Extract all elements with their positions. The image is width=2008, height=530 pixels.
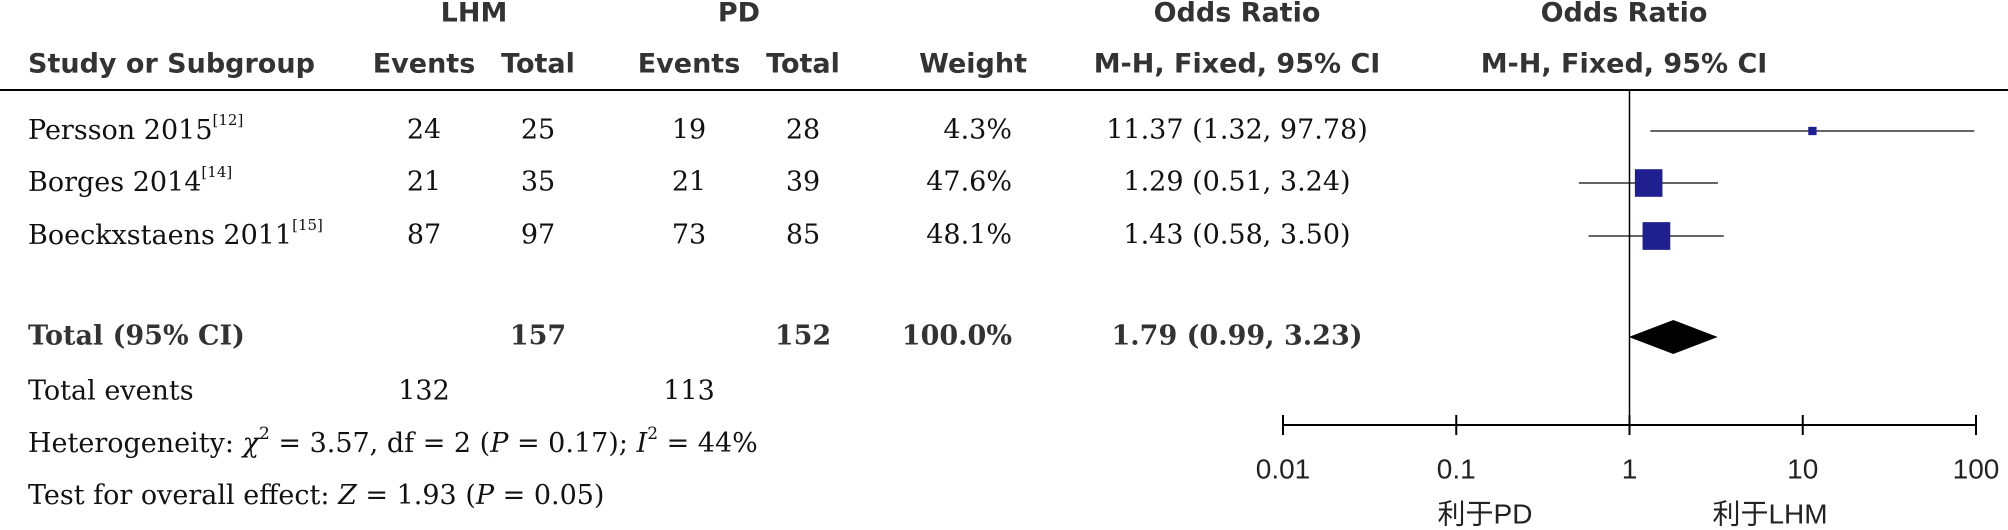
- group-b-header: PD: [718, 0, 760, 29]
- text: = 3.57, df = 2 (: [270, 428, 490, 459]
- text: Z: [337, 480, 358, 511]
- b-total: 28: [786, 115, 820, 146]
- a-total: 25: [521, 115, 555, 146]
- text: = 0.17);: [508, 428, 636, 459]
- study-name: Borges 2014[14]: [28, 163, 232, 197]
- b-events: 113: [663, 376, 715, 407]
- text: P: [475, 480, 495, 511]
- b-total: 39: [786, 167, 820, 198]
- b-events: 73: [672, 220, 706, 251]
- favours-right: 利于LHM: [1712, 498, 1827, 529]
- reference: [14]: [201, 163, 232, 181]
- text: Persson 2015: [28, 115, 213, 146]
- events-header: Events: [638, 49, 741, 80]
- reference: [12]: [213, 111, 244, 129]
- odds-ratio: 1.79 (0.99, 3.23): [1111, 321, 1362, 352]
- study-name: Boeckxstaens 2011[15]: [28, 216, 323, 250]
- x-tick-label: 0.01: [1256, 453, 1311, 484]
- effect-header: Odds Ratio: [1154, 0, 1321, 29]
- text: χ: [241, 428, 261, 459]
- a-total: 157: [510, 321, 566, 352]
- study-square: [1634, 169, 1663, 197]
- study-square: [1642, 222, 1671, 250]
- a-events: 87: [407, 220, 441, 251]
- weight: 100.0%: [902, 321, 1012, 352]
- text: = 44%: [658, 428, 758, 459]
- x-tick-label: 100: [1953, 453, 2000, 484]
- total-diamond: [1628, 320, 1718, 354]
- b-total: 152: [775, 321, 831, 352]
- study-name: Persson 2015[12]: [28, 111, 243, 145]
- text: = 1.93 (: [357, 480, 476, 511]
- study-square: [1808, 126, 1817, 136]
- text: 2: [647, 424, 658, 444]
- odds-ratio: 1.29 (0.51, 3.24): [1123, 167, 1350, 198]
- heterogeneity: Heterogeneity: χ2 = 3.57, df = 2 (P = 0.…: [28, 424, 758, 459]
- text: Boeckxstaens 2011: [28, 220, 292, 251]
- b-events: 19: [672, 115, 706, 146]
- weight-header: Weight: [919, 49, 1027, 80]
- weight: 4.3%: [943, 115, 1012, 146]
- text: Borges 2014: [28, 167, 201, 198]
- events-name: Total events: [28, 376, 194, 407]
- weight: 47.6%: [926, 167, 1012, 198]
- group-a-header: LHM: [441, 0, 508, 29]
- overall-effect: Test for overall effect: Z = 1.93 (P = 0…: [28, 480, 604, 511]
- a-events: 24: [407, 115, 441, 146]
- odds-ratio: 11.37 (1.32, 97.78): [1106, 115, 1368, 146]
- x-tick-label: 0.1: [1437, 453, 1476, 484]
- a-total: 97: [521, 220, 555, 251]
- favours-left: 利于PD: [1438, 498, 1533, 529]
- a-total: 35: [521, 167, 555, 198]
- weight: 48.1%: [926, 220, 1012, 251]
- b-events: 21: [672, 167, 706, 198]
- text: 2: [259, 424, 270, 444]
- text: Heterogeneity:: [28, 428, 243, 459]
- method-header: M-H, Fixed, 95% CI: [1094, 49, 1381, 80]
- x-tick-label: 1: [1622, 453, 1638, 484]
- total-header: Total: [501, 49, 575, 80]
- a-events: 132: [398, 376, 450, 407]
- plot-method-header: M-H, Fixed, 95% CI: [1481, 49, 1768, 80]
- text: = 0.05): [494, 480, 604, 511]
- odds-ratio: 1.43 (0.58, 3.50): [1123, 220, 1350, 251]
- plot-effect-header: Odds Ratio: [1541, 0, 1708, 29]
- total-name: Total (95% CI): [28, 321, 245, 352]
- text: I: [636, 428, 649, 459]
- b-total: 85: [786, 220, 820, 251]
- total-header: Total: [766, 49, 840, 80]
- text: Test for overall effect:: [28, 480, 338, 511]
- reference: [15]: [292, 216, 323, 234]
- a-events: 21: [407, 167, 441, 198]
- study-header: Study or Subgroup: [28, 49, 315, 80]
- text: P: [489, 428, 509, 459]
- x-tick-label: 10: [1787, 453, 1818, 484]
- events-header: Events: [373, 49, 476, 80]
